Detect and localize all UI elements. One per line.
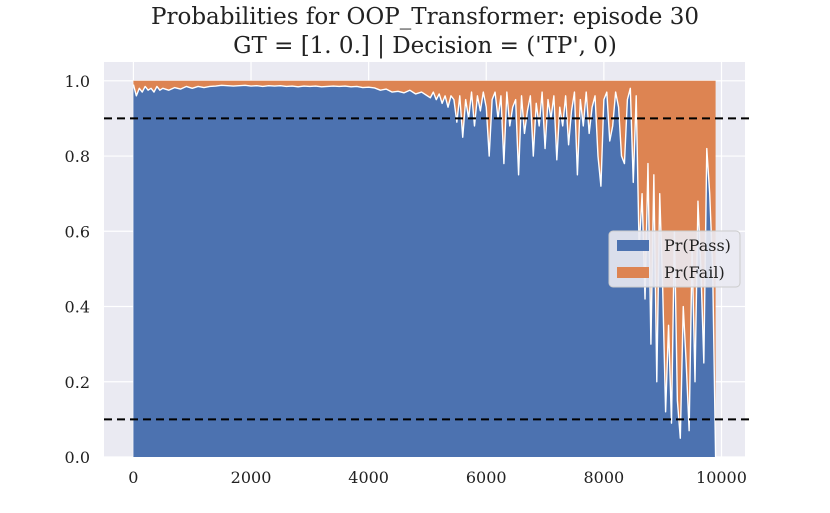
x-tick-label: 2000 bbox=[231, 468, 272, 487]
legend-label-0: Pr(Pass) bbox=[664, 236, 731, 255]
y-tick-label: 0.2 bbox=[65, 373, 90, 392]
pass-fail-boundary-line bbox=[132, 84, 717, 458]
chart-title: Probabilities for OOP_Transformer: episo… bbox=[151, 4, 699, 30]
x-tick-label: 6000 bbox=[466, 468, 507, 487]
chart-subtitle: GT = [1. 0.] | Decision = ('TP', 0) bbox=[233, 33, 617, 59]
area-pr-pass bbox=[133, 84, 716, 458]
legend-label-1: Pr(Fail) bbox=[664, 263, 725, 282]
y-tick-label: 1.0 bbox=[65, 72, 90, 91]
y-tick-label: 0.8 bbox=[65, 147, 90, 166]
x-tick-label: 4000 bbox=[348, 468, 389, 487]
legend-swatch-1 bbox=[617, 267, 649, 278]
legend-swatch-0 bbox=[617, 240, 649, 251]
y-tick-label: 0.6 bbox=[65, 222, 90, 241]
y-tick-label: 0.0 bbox=[65, 448, 90, 467]
x-tick-label: 0 bbox=[128, 468, 138, 487]
x-tick-label: 10000 bbox=[696, 468, 747, 487]
y-tick-label: 0.4 bbox=[65, 298, 90, 317]
x-tick-label: 8000 bbox=[584, 468, 625, 487]
